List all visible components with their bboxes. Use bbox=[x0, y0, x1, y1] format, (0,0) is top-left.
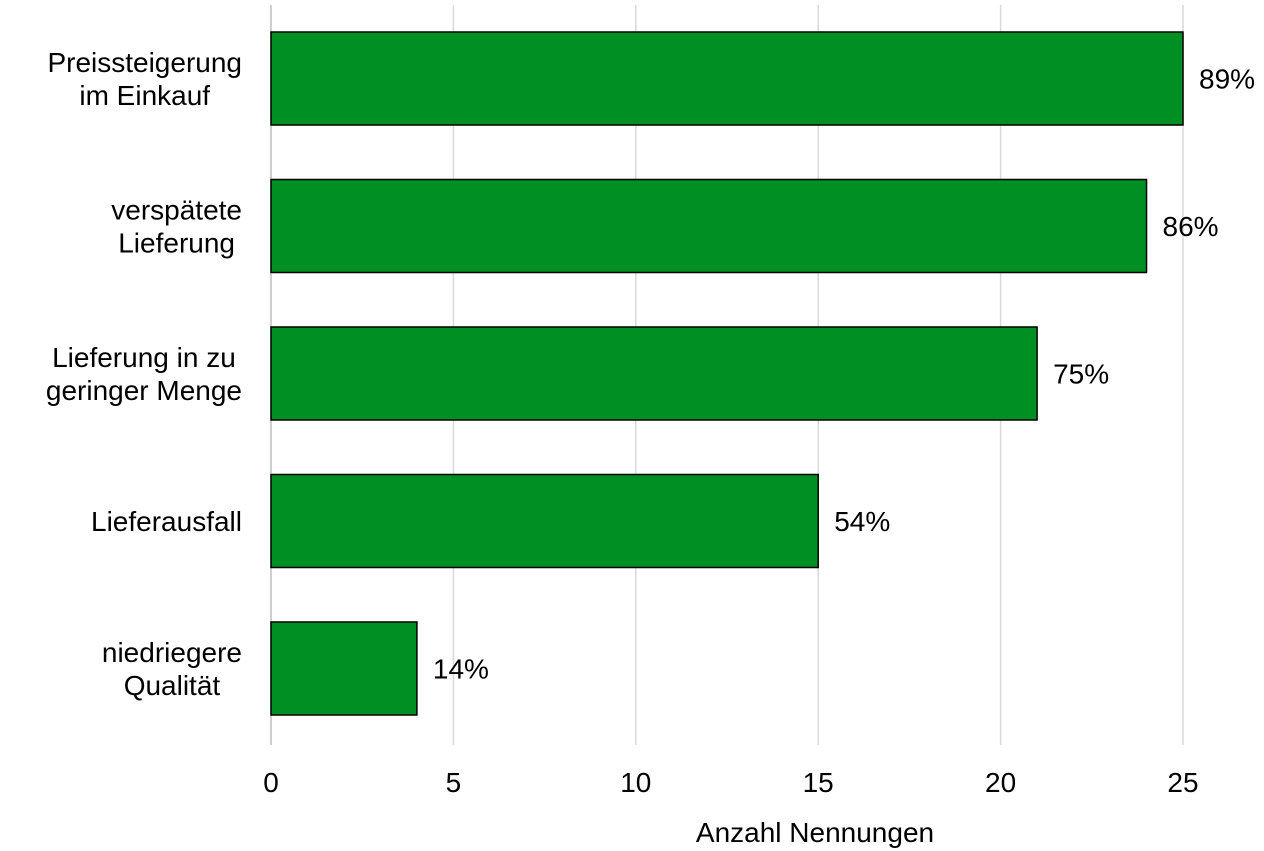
x-tick-label: 20 bbox=[985, 767, 1016, 798]
category-label-line: Lieferung bbox=[118, 228, 235, 259]
data-label: 54% bbox=[834, 506, 890, 537]
category-label-line: Lieferung in zu bbox=[52, 342, 236, 373]
x-tick-label: 10 bbox=[620, 767, 651, 798]
bar bbox=[270, 31, 1184, 126]
category-label: Lieferung in zu geringer Menge bbox=[46, 342, 242, 406]
data-label: 75% bbox=[1053, 359, 1109, 390]
bar bbox=[270, 621, 418, 716]
x-tick-labels: 0 5 10 15 20 25 bbox=[263, 767, 1198, 798]
bar bbox=[270, 326, 1038, 421]
category-label: verspätete Lieferung bbox=[111, 195, 242, 259]
category-label-line: Preissteigerung bbox=[47, 47, 242, 78]
category-label: Lieferausfall bbox=[91, 506, 242, 537]
bar bbox=[270, 178, 1148, 274]
category-label-line: geringer Menge bbox=[46, 375, 242, 406]
category-label-line: Qualität bbox=[124, 670, 221, 701]
bars bbox=[270, 31, 1184, 716]
data-label: 86% bbox=[1163, 211, 1219, 242]
x-axis-title: Anzahl Nennungen bbox=[696, 817, 934, 848]
x-tick-label: 0 bbox=[263, 767, 279, 798]
x-tick-label: 25 bbox=[1167, 767, 1198, 798]
data-labels: 89% 86% 75% 54% 14% bbox=[433, 64, 1255, 685]
bar bbox=[270, 473, 819, 569]
category-label-line: verspätete bbox=[111, 195, 242, 226]
x-tick-label: 15 bbox=[803, 767, 834, 798]
category-label-line: Lieferausfall bbox=[91, 506, 242, 537]
category-label: Preissteigerung im Einkauf bbox=[47, 47, 242, 111]
category-label: niedriegere Qualität bbox=[102, 637, 242, 701]
category-label-line: im Einkauf bbox=[79, 80, 210, 111]
x-tick-label: 5 bbox=[446, 767, 462, 798]
data-label: 14% bbox=[433, 654, 489, 685]
category-label-line: niedriegere bbox=[102, 637, 242, 668]
data-label: 89% bbox=[1199, 64, 1255, 95]
